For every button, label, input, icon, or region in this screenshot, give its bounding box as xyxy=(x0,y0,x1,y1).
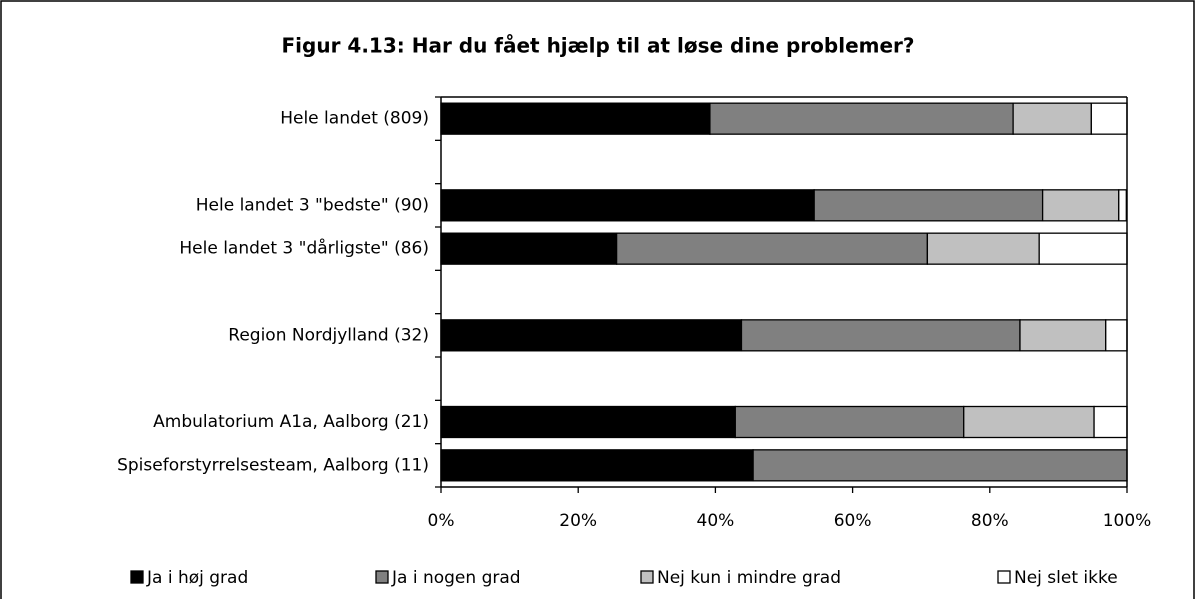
bar-segment xyxy=(709,102,1014,135)
bar-segment xyxy=(740,319,1021,352)
y-tick-label: Hele landet (809) xyxy=(280,109,429,129)
bar-segment xyxy=(926,232,1040,265)
legend-swatch xyxy=(375,570,389,584)
legend-swatch xyxy=(130,570,144,584)
legend-label: Ja i høj grad xyxy=(146,568,248,588)
chart-title: Figur 4.13: Har du fået hjælp til at løs… xyxy=(282,34,915,58)
bar-segment xyxy=(734,405,965,439)
x-tick-label: 100% xyxy=(1103,511,1152,531)
bar-segment xyxy=(1105,319,1128,352)
x-tick-label: 20% xyxy=(559,511,597,531)
bar-segment xyxy=(440,102,711,135)
bar-segment xyxy=(1038,232,1128,265)
bar-segment xyxy=(440,449,754,482)
y-tick-label: Region Nordjylland (32) xyxy=(228,325,429,345)
legend-label: Ja i nogen grad xyxy=(391,568,521,588)
bar-segment xyxy=(440,405,736,439)
bar-segment xyxy=(440,319,743,352)
legend-swatch xyxy=(997,570,1011,584)
legend-label: Nej kun i mindre grad xyxy=(657,568,841,588)
bar-segment xyxy=(752,449,1128,482)
y-tick-label: Hele landet 3 "bedste" (90) xyxy=(196,195,429,215)
x-tick-label: 60% xyxy=(834,511,872,531)
bar-segment xyxy=(1041,189,1120,222)
y-tick-label: Hele landet 3 "dårligste" (86) xyxy=(179,238,429,259)
bar-segment xyxy=(963,405,1095,439)
legend-swatch xyxy=(640,570,654,584)
bar-segment xyxy=(1019,319,1107,352)
bar-segment xyxy=(1090,102,1128,135)
x-tick-label: 0% xyxy=(428,511,455,531)
bar-segment xyxy=(1118,189,1127,222)
legend-label: Nej slet ikke xyxy=(1014,568,1118,588)
bar-segment xyxy=(1093,405,1128,439)
y-tick-label: Ambulatorium A1a, Aalborg (21) xyxy=(153,412,429,432)
x-tick-label: 40% xyxy=(697,511,735,531)
bar-segment xyxy=(440,189,815,222)
bar-segment xyxy=(440,232,618,265)
y-tick-label: Spiseforstyrrelsesteam, Aalborg (11) xyxy=(117,455,429,475)
bar-segment xyxy=(1012,102,1092,135)
x-tick-label: 80% xyxy=(971,511,1009,531)
bar-segment xyxy=(615,232,929,265)
bar-segment xyxy=(813,189,1044,222)
